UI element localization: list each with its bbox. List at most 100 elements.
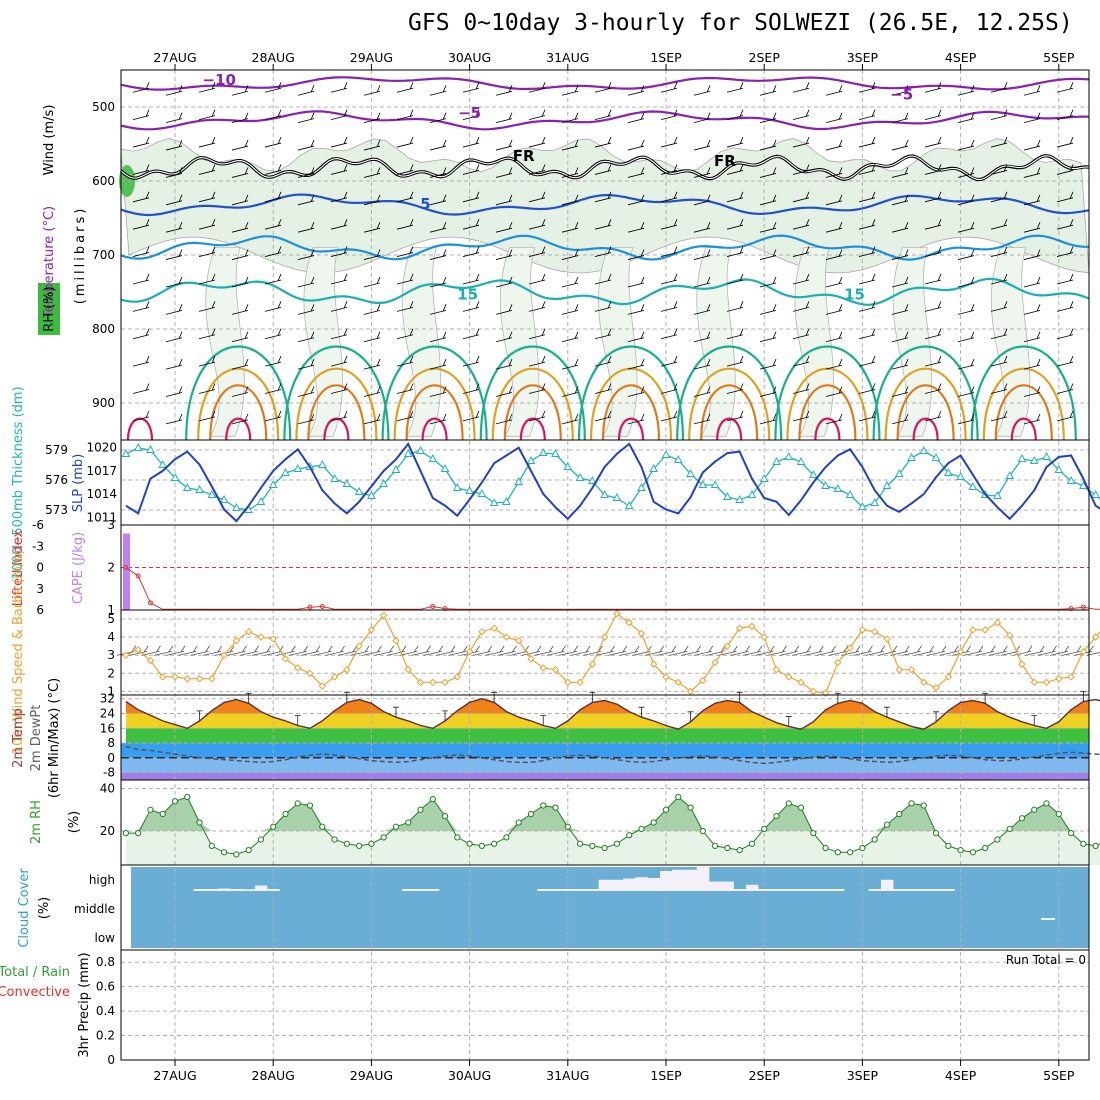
upper-wind-barb: [825, 358, 843, 370]
rh-point: [331, 836, 338, 843]
temp-arch-9-3: [1010, 417, 1037, 441]
wind10m-barb: [1037, 645, 1057, 656]
upper-wind-barb: [1023, 413, 1041, 425]
upper-wind-barb: [231, 139, 249, 151]
rh-tick-40: 40: [100, 782, 115, 796]
upper-wind-barb: [462, 383, 480, 394]
upper-wind-barb: [858, 301, 876, 312]
wind10m-barb: [595, 645, 615, 656]
upper-wind-barb: [462, 219, 480, 230]
upper-wind-barb: [462, 164, 480, 175]
upper-wind-barb: [1056, 191, 1074, 203]
precip-tick-0: 0: [107, 1053, 115, 1067]
upper-wind-barb: [363, 85, 381, 96]
upper-wind-barb: [957, 276, 975, 288]
cloud-high-bar: [598, 879, 612, 891]
cloud-high-bar: [770, 889, 783, 891]
rh-point: [883, 821, 891, 828]
upper-wind-barb: [264, 219, 282, 230]
temp-arch-0-3: [126, 417, 154, 441]
temp-arch-4-1: [491, 367, 574, 441]
upper-wind-barb: [561, 222, 579, 233]
precip-tick-0.4: 0.4: [96, 1004, 115, 1018]
temp-minmax-ylabel: (6hr Min/Max) (°C): [47, 678, 62, 798]
upper-wind-barb: [297, 85, 315, 96]
wind10m-point: [208, 675, 216, 683]
upper-wind-barb: [429, 413, 447, 425]
thickness-point: [502, 496, 511, 505]
upper-wind-barb: [264, 246, 282, 257]
rh-point: [270, 823, 277, 830]
upper-wind-barb: [594, 301, 612, 312]
cloud-high-bar: [267, 889, 280, 891]
cape-tick-1: 1: [107, 603, 115, 617]
wind10m-point: [920, 678, 928, 687]
wind10m-point: [1079, 647, 1088, 656]
temp-arch-2-2: [307, 384, 366, 441]
wind10m-point: [588, 660, 597, 668]
upper-wind-barb: [330, 109, 348, 121]
wind10m-barb: [472, 645, 493, 656]
rh-legend-swatch: [38, 283, 60, 335]
wind10m-barb: [963, 645, 984, 656]
wind10m-barb: [693, 645, 714, 656]
cloud-mid-bar: [1047, 918, 1056, 920]
temp-ylabel: 2m Temp: [11, 708, 26, 768]
rh-point: [294, 800, 301, 807]
lifted-tick--3: -3: [32, 539, 44, 553]
cloud-high-bar: [745, 884, 759, 891]
upper-wind-barb: [792, 109, 810, 121]
upper-wind-barb: [957, 413, 975, 425]
upper-wind-barb: [759, 358, 777, 370]
lifted-index-point: [307, 604, 313, 610]
wind10m-point: [993, 618, 1002, 627]
date-label-bottom-28AUG: 28AUG: [252, 1068, 295, 1083]
upper-wind-barb: [396, 82, 414, 93]
wind10m-point: [956, 647, 965, 656]
upper-wind-barb: [231, 112, 249, 124]
upper-wind-barb: [594, 246, 612, 257]
cloud-high-bar: [537, 889, 550, 891]
rh-plume-8: [991, 247, 1031, 437]
upper-wind-barb: [198, 109, 216, 121]
wind10m-barb: [521, 645, 542, 656]
wind10m-barb: [779, 645, 800, 656]
cloud-high-bar: [635, 877, 648, 891]
upper-wind-barb: [528, 82, 546, 93]
upper-wind-barb: [396, 246, 414, 257]
wind10m-point: [429, 678, 437, 687]
upper-wind-barb: [660, 219, 678, 230]
upper-wind-barb: [132, 383, 150, 394]
dewpoint-series-line: [125, 745, 1100, 765]
upper-wind-barb: [924, 82, 942, 93]
upper-wind-barb: [462, 136, 480, 148]
thickness-point: [1017, 453, 1027, 462]
upper-wind-barb: [561, 358, 579, 370]
upper-wind-barb: [363, 167, 381, 178]
upper-wind-barb: [363, 331, 381, 343]
temp-minmax-bar: [687, 711, 694, 722]
thickness-point: [894, 468, 904, 477]
wind10m-point: [514, 637, 523, 645]
lifted-ylabel: Lifted Index: [11, 529, 26, 606]
upper-wind-barb: [825, 167, 843, 178]
cloud-high-bar: [795, 889, 808, 891]
upper-wind-barb: [990, 328, 1008, 340]
upper-wind-barb: [363, 413, 381, 425]
thickness-point: [710, 479, 720, 488]
rh-point: [847, 849, 854, 856]
upper-wind-barb: [594, 191, 612, 203]
date-label-bottom-30AUG: 30AUG: [448, 1068, 491, 1083]
temp-arch-9-2: [994, 384, 1053, 441]
wind10m-point: [159, 673, 167, 681]
date-label-top-5SEP: 5SEP: [1043, 50, 1075, 65]
wind10m-point: [502, 633, 511, 641]
wind10m-barb: [828, 645, 849, 656]
upper-wind-barb: [198, 301, 216, 312]
upper-wind-barb: [924, 301, 942, 312]
thickness-point: [747, 489, 757, 498]
date-label-top-1SEP: 1SEP: [650, 50, 682, 65]
upper-wind-barb: [165, 167, 183, 178]
upper-wind-barb: [165, 331, 183, 343]
upper-wind-barb: [462, 109, 480, 121]
